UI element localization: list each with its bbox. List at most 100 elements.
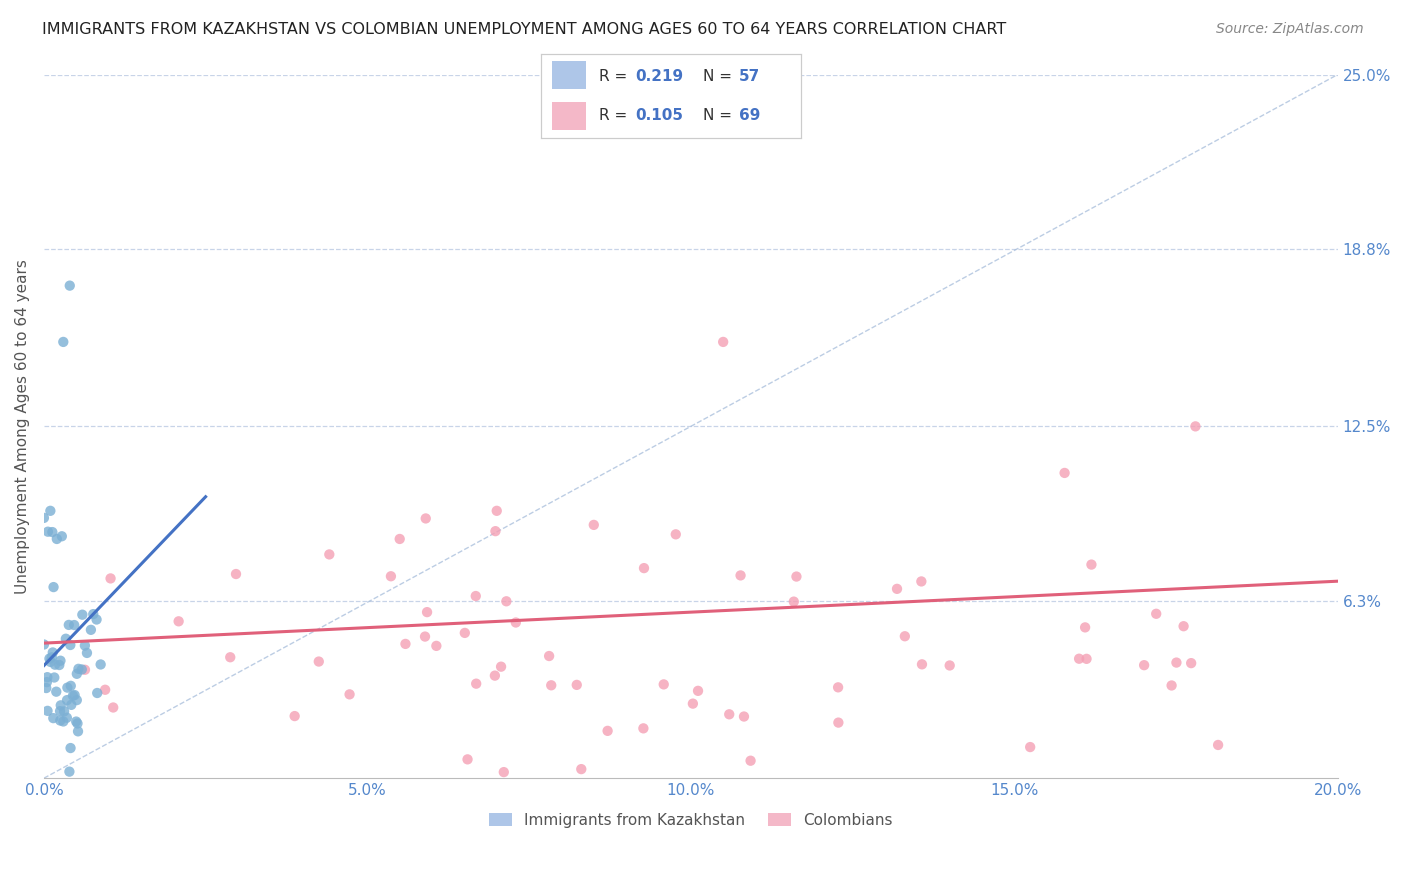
Point: [52, 714, 75, 729]
Point: [454, 626, 477, 640]
Point: [1144, 607, 1167, 621]
Point: [62, 689, 84, 703]
Point: [1019, 740, 1042, 755]
Point: [59, 741, 82, 756]
Point: [633, 722, 655, 736]
Point: [35, 675, 58, 690]
Point: [492, 765, 515, 780]
Point: [633, 561, 655, 575]
Point: [484, 524, 506, 538]
Point: [45, 684, 67, 698]
Point: [80, 623, 103, 637]
FancyBboxPatch shape: [551, 102, 585, 130]
Point: [52, 334, 75, 349]
Point: [66, 693, 89, 707]
Point: [45, 532, 67, 546]
Point: [1160, 678, 1182, 692]
Point: [413, 630, 436, 644]
Text: R =: R =: [599, 69, 631, 84]
Point: [495, 594, 517, 608]
Point: [886, 582, 908, 596]
Point: [51, 529, 73, 543]
Point: [894, 629, 917, 643]
Point: [1173, 619, 1195, 633]
Point: [67, 662, 90, 676]
Point: [308, 655, 330, 669]
Point: [682, 697, 704, 711]
Text: Source: ZipAtlas.com: Source: ZipAtlas.com: [1216, 22, 1364, 37]
Point: [100, 571, 122, 585]
Point: [59, 679, 82, 693]
Point: [652, 677, 675, 691]
Point: [90, 657, 112, 672]
Point: [38, 651, 60, 665]
Point: [53, 705, 76, 719]
Point: [35, 681, 58, 695]
Point: [457, 752, 479, 766]
Point: [465, 676, 488, 690]
Point: [39, 504, 62, 518]
Point: [56, 693, 79, 707]
Point: [56, 681, 79, 695]
Point: [911, 657, 934, 672]
Point: [66, 716, 89, 731]
Point: [58, 618, 80, 632]
Point: [55, 632, 77, 646]
Point: [94, 682, 117, 697]
Point: [86, 613, 108, 627]
Text: N =: N =: [703, 69, 737, 84]
Point: [582, 517, 605, 532]
Point: [1076, 652, 1098, 666]
Point: [686, 683, 709, 698]
Point: [425, 639, 447, 653]
Point: [1184, 419, 1206, 434]
Text: N =: N =: [703, 108, 737, 123]
Point: [86, 686, 108, 700]
Point: [380, 569, 402, 583]
Point: [44, 657, 66, 672]
Point: [484, 668, 506, 682]
Point: [785, 569, 807, 583]
Point: [32, 511, 55, 525]
Text: 0.105: 0.105: [636, 108, 683, 123]
Point: [1133, 658, 1156, 673]
Point: [63, 618, 86, 632]
Point: [827, 681, 849, 695]
Point: [59, 278, 82, 293]
Point: [42, 580, 65, 594]
Point: [740, 754, 762, 768]
Point: [49, 654, 72, 668]
Point: [538, 648, 561, 663]
Point: [733, 709, 755, 723]
Point: [49, 698, 72, 713]
Point: [42, 711, 65, 725]
Point: [39, 655, 62, 669]
Point: [938, 658, 960, 673]
Point: [284, 709, 307, 723]
Point: [1067, 651, 1090, 665]
Point: [219, 650, 242, 665]
Text: R =: R =: [599, 108, 631, 123]
Point: [63, 688, 86, 702]
Point: [416, 605, 439, 619]
Point: [48, 658, 70, 673]
Y-axis label: Unemployment Among Ages 60 to 64 years: Unemployment Among Ages 60 to 64 years: [15, 259, 30, 594]
Point: [41, 525, 63, 540]
Text: 0.219: 0.219: [636, 69, 683, 84]
Point: [37, 704, 59, 718]
Text: 57: 57: [740, 69, 761, 84]
Point: [167, 615, 190, 629]
Point: [225, 567, 247, 582]
Point: [596, 723, 619, 738]
Point: [1166, 656, 1188, 670]
Point: [569, 762, 592, 776]
Point: [32, 638, 55, 652]
Point: [73, 663, 96, 677]
Point: [1053, 466, 1076, 480]
Point: [72, 607, 94, 622]
Point: [76, 646, 98, 660]
Point: [58, 764, 80, 779]
Point: [339, 687, 361, 701]
Point: [56, 711, 79, 725]
Point: [1074, 620, 1097, 634]
